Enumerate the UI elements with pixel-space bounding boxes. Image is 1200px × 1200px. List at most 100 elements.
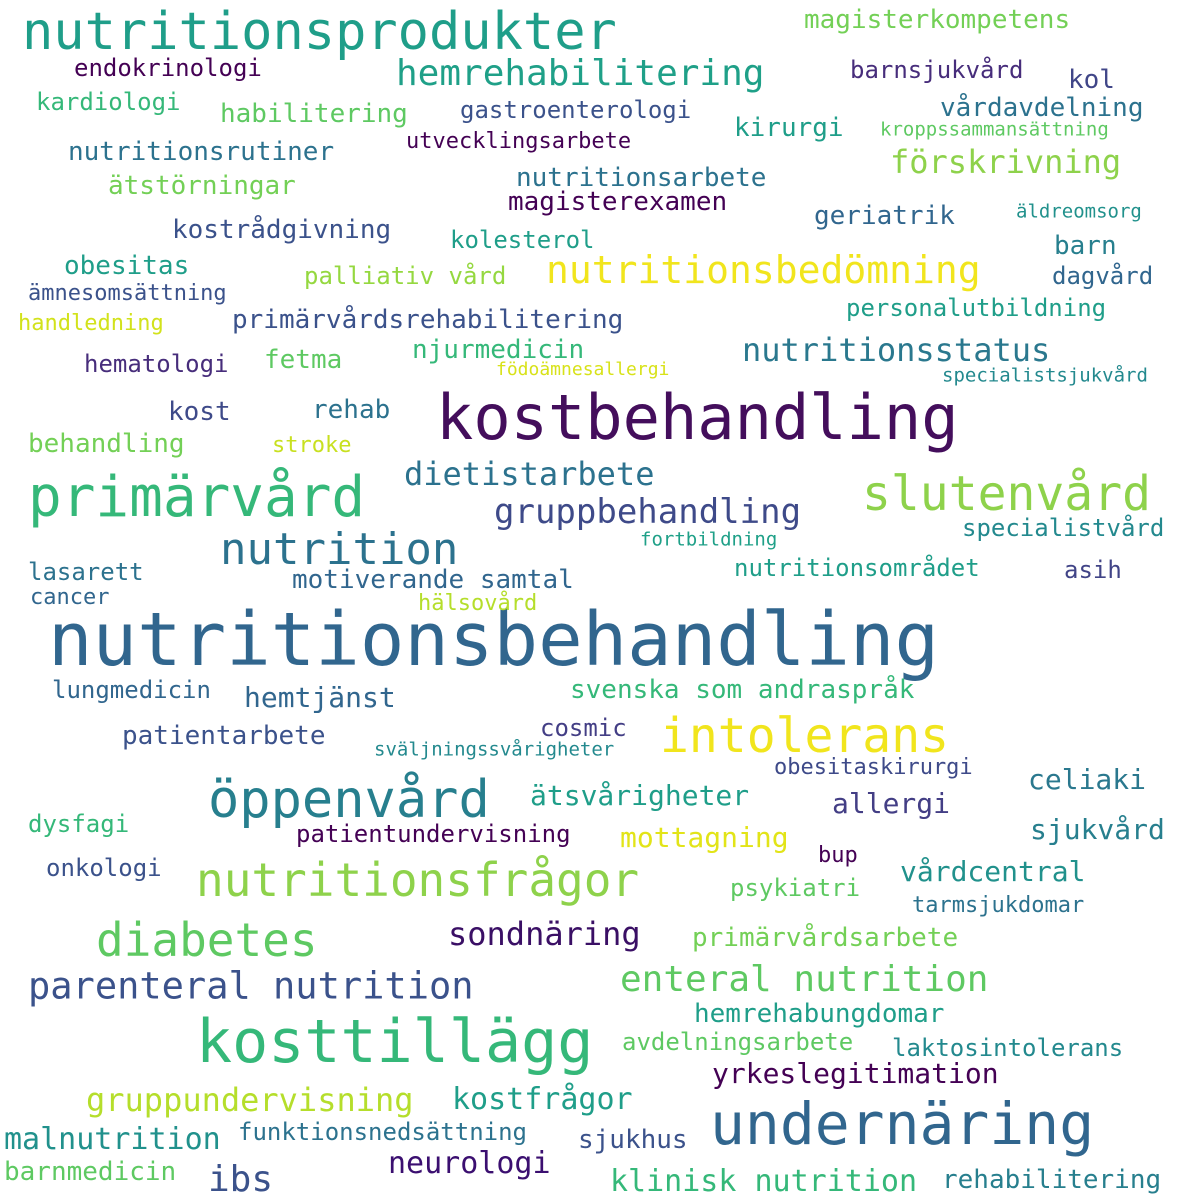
word-kolesterol: kolesterol — [450, 226, 595, 254]
word-barnmedicin: barnmedicin — [4, 1157, 177, 1187]
word-hemtjanst: hemtjänst — [244, 681, 396, 714]
word-kost: kost — [168, 397, 231, 427]
word-patientundervisning: patientundervisning — [296, 820, 571, 848]
word-tarmsjukdomar: tarmsjukdomar — [912, 893, 1085, 918]
word-sjukvard: sjukvård — [1030, 813, 1165, 846]
word-funktionsnedsattning: funktionsnedsättning — [238, 1118, 527, 1146]
word-kostradgivning: kostrådgivning — [172, 215, 392, 245]
word-asih: asih — [1064, 556, 1122, 584]
word-enteral-nutrition: enteral nutrition — [620, 959, 989, 1000]
word-atstorningar: ätstörningar — [108, 171, 296, 201]
word-motiverande-samtal: motiverande samtal — [292, 565, 574, 595]
word-barnsjukvard: barnsjukvård — [850, 56, 1024, 84]
word-aldreomsorg: äldreomsorg — [1016, 200, 1142, 223]
word-undernaring: undernäring — [710, 1090, 1095, 1158]
word-nutritionsbehandling: nutritionsbehandling — [48, 597, 940, 683]
word-kardiologi: kardiologi — [36, 88, 181, 116]
word-nutritionsstatus: nutritionsstatus — [742, 331, 1051, 369]
word-habilitering: habilitering — [220, 99, 408, 129]
word-primarvard: primärvård — [28, 465, 366, 530]
word-nutritionsbedomning: nutritionsbedömning — [546, 248, 981, 292]
word-sjukhus: sjukhus — [578, 1125, 688, 1155]
word-rehabilitering: rehabilitering — [942, 1165, 1162, 1195]
word-primarvardsarbete: primärvårdsarbete — [692, 923, 959, 953]
word-behandling: behandling — [28, 429, 185, 459]
word-fodoamnesallergi: födoämnesallergi — [496, 359, 670, 380]
word-dagvard: dagvård — [1052, 262, 1154, 290]
word-nutritionsomradet: nutritionsområdet — [734, 554, 980, 582]
word-klinisk-nutrition: klinisk nutrition — [610, 1164, 918, 1199]
word-halsovard: hälsovård — [418, 591, 538, 616]
word-intolerans: intolerans — [660, 708, 949, 764]
word-slutenvard: slutenvård — [862, 466, 1151, 522]
word-rehab: rehab — [312, 395, 391, 425]
word-nutritionsrutiner: nutritionsrutiner — [68, 137, 335, 167]
word-nutritionsarbete: nutritionsarbete — [516, 163, 767, 193]
word-oppenvard: öppenvård — [208, 770, 490, 830]
word-primarvardsrehabilitering: primärvårdsrehabilitering — [232, 305, 624, 335]
word-obesitaskirurgi: obesitaskirurgi — [774, 755, 973, 780]
word-stroke: stroke — [272, 433, 352, 458]
word-neurologi: neurologi — [388, 1146, 551, 1181]
word-handledning: handledning — [18, 311, 164, 336]
word-nutrition: nutrition — [220, 524, 459, 575]
word-utvecklingsarbete: utvecklingsarbete — [406, 129, 632, 154]
word-allergi: allergi — [832, 787, 951, 820]
word-magisterexamen: magisterexamen — [508, 187, 728, 217]
word-geriatrik: geriatrik — [814, 201, 955, 231]
word-magisterkompetens: magisterkompetens — [804, 5, 1071, 35]
word-nutritionsprodukter: nutritionsprodukter — [22, 2, 617, 62]
word-barn: barn — [1054, 231, 1117, 261]
word-cancer: cancer — [30, 585, 110, 610]
word-diabetes: diabetes — [96, 913, 318, 967]
word-nutritionsfragor: nutritionsfrågor — [196, 853, 640, 907]
word-forskrivning: förskrivning — [890, 143, 1122, 181]
word-dysfagi: dysfagi — [28, 810, 130, 838]
word-svaljningssvarigheter: sväljningssvårigheter — [374, 738, 615, 761]
word-celiaki: celiaki — [1028, 763, 1147, 796]
word-kostfragor: kostfrågor — [452, 1082, 633, 1117]
word-bup: bup — [818, 843, 858, 868]
word-svenska-som-andrasprak: svenska som andraspråk — [570, 675, 915, 705]
word-amnesomsattning: ämnesomsättning — [28, 281, 227, 306]
word-obesitas: obesitas — [64, 251, 190, 281]
word-lasarett: lasarett — [28, 558, 144, 586]
word-ibs: ibs — [208, 1159, 274, 1200]
word-vardcentral: vårdcentral — [900, 855, 1086, 888]
word-kostbehandling: kostbehandling — [436, 381, 959, 454]
word-kirurgi: kirurgi — [734, 113, 844, 143]
word-gastroenterologi: gastroenterologi — [460, 96, 692, 124]
word-parenteral-nutrition: parenteral nutrition — [28, 964, 474, 1008]
word-njurmedicin: njurmedicin — [412, 335, 585, 365]
word-kosttillagg: kosttillägg — [196, 1007, 594, 1077]
word-kol: kol — [1068, 65, 1115, 95]
word-personalutbildning: personalutbildning — [846, 294, 1107, 322]
word-endokrinologi: endokrinologi — [74, 54, 262, 82]
word-avdelningsarbete: avdelningsarbete — [622, 1028, 854, 1056]
word-onkologi: onkologi — [46, 854, 162, 882]
word-cosmic: cosmic — [540, 714, 627, 742]
word-fortbildning: fortbildning — [640, 528, 778, 551]
word-psykiatri: psykiatri — [730, 874, 861, 902]
word-fetma: fetma — [264, 345, 343, 375]
word-hemrehabungdomar: hemrehabungdomar — [694, 999, 945, 1029]
word-dietistarbete: dietistarbete — [404, 455, 655, 493]
word-hemrehabilitering: hemrehabilitering — [396, 53, 765, 94]
word-palliativ-vard: palliativ vård — [304, 262, 507, 290]
word-malnutrition: malnutrition — [4, 1122, 221, 1157]
word-hematologi: hematologi — [84, 350, 229, 378]
word-lungmedicin: lungmedicin — [52, 676, 211, 704]
word-gruppbehandling: gruppbehandling — [494, 492, 802, 532]
word-specialistvard: specialistvård — [962, 514, 1165, 542]
word-specialistsjukvard: specialistsjukvård — [942, 364, 1148, 387]
word-atsvarigheter: ätsvårigheter — [530, 779, 750, 812]
word-yrkeslegitimation: yrkeslegitimation — [712, 1057, 999, 1090]
word-mottagning: mottagning — [620, 821, 789, 854]
word-sondnaring: sondnäring — [448, 915, 641, 953]
word-patientarbete: patientarbete — [122, 721, 326, 751]
word-gruppundervisning: gruppundervisning — [86, 1081, 414, 1119]
word-vardavdelning: vårdavdelning — [940, 93, 1144, 123]
word-laktosintolerans: laktosintolerans — [892, 1034, 1124, 1062]
word-kroppssammansattning: kroppssammansättning — [880, 118, 1109, 141]
